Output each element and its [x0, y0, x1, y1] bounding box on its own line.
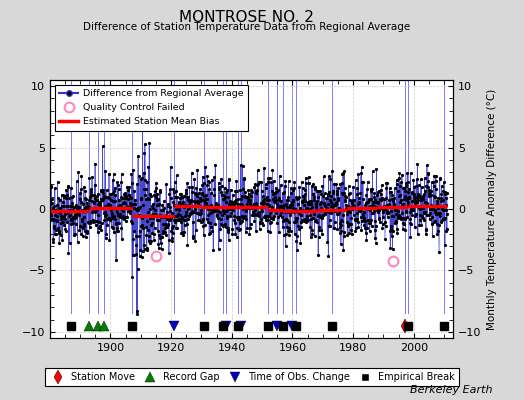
Text: Difference of Station Temperature Data from Regional Average: Difference of Station Temperature Data f… [83, 22, 410, 32]
Text: Berkeley Earth: Berkeley Earth [410, 385, 493, 395]
Legend: Difference from Regional Average, Quality Control Failed, Estimated Station Mean: Difference from Regional Average, Qualit… [54, 85, 248, 131]
Y-axis label: Monthly Temperature Anomaly Difference (°C): Monthly Temperature Anomaly Difference (… [487, 88, 497, 330]
Text: MONTROSE NO. 2: MONTROSE NO. 2 [179, 10, 314, 25]
Legend: Station Move, Record Gap, Time of Obs. Change, Empirical Break: Station Move, Record Gap, Time of Obs. C… [45, 368, 459, 386]
